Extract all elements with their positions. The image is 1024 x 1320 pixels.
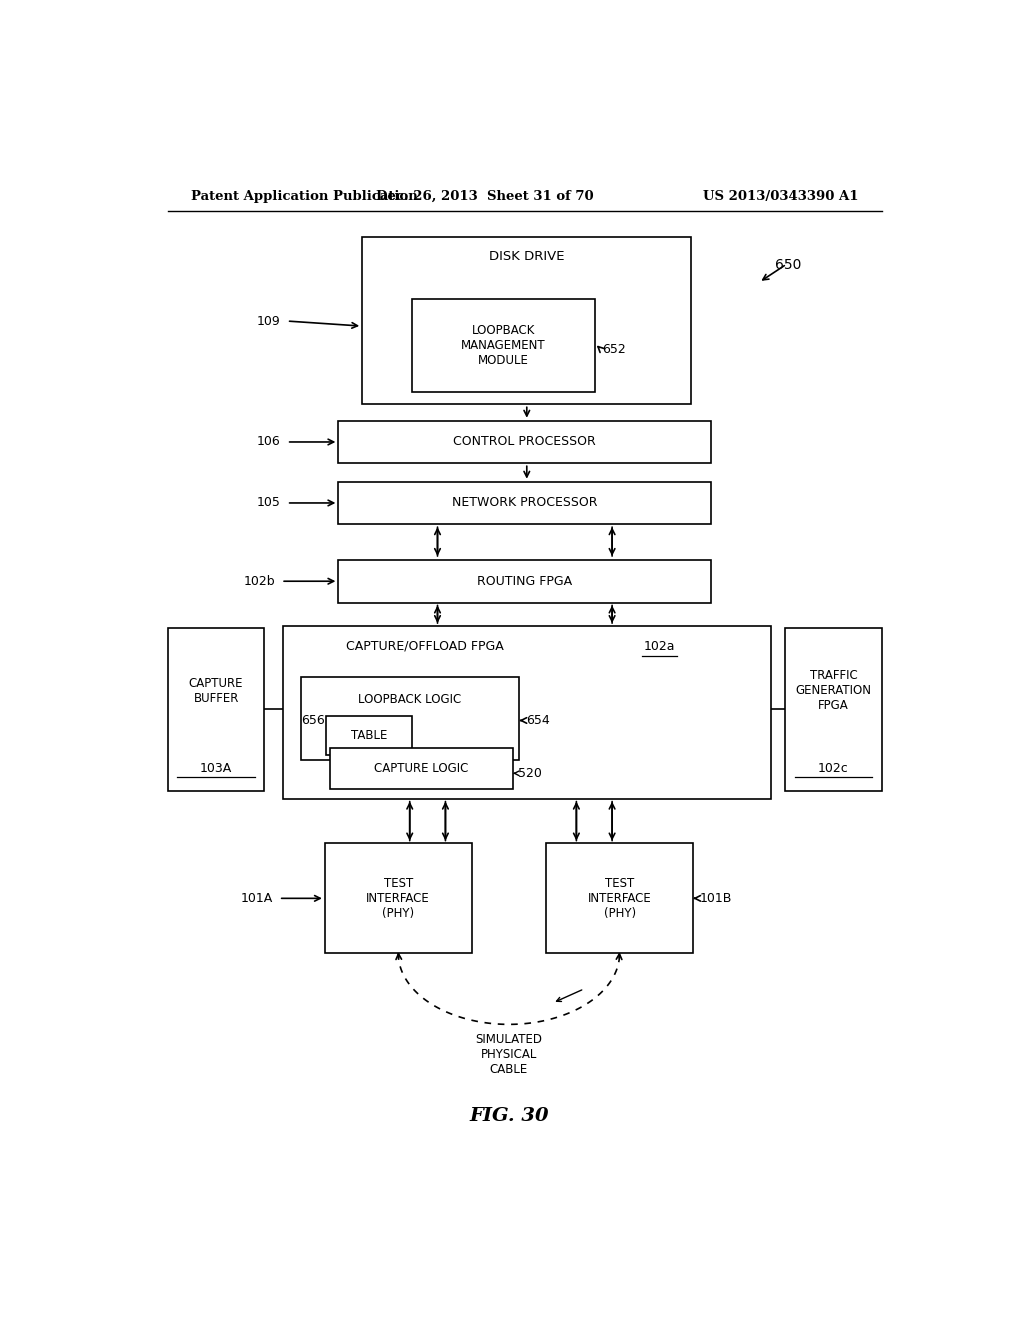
Text: 102b: 102b: [243, 574, 274, 587]
FancyBboxPatch shape: [785, 628, 882, 791]
FancyBboxPatch shape: [338, 560, 712, 602]
Text: 102a: 102a: [644, 640, 676, 653]
Text: SIMULATED
PHYSICAL
CABLE: SIMULATED PHYSICAL CABLE: [475, 1032, 543, 1076]
FancyBboxPatch shape: [331, 748, 513, 788]
Text: 106: 106: [257, 436, 281, 449]
Text: LOOPBACK
MANAGEMENT
MODULE: LOOPBACK MANAGEMENT MODULE: [461, 323, 546, 367]
Text: TRAFFIC
GENERATION
FPGA: TRAFFIC GENERATION FPGA: [796, 669, 871, 713]
FancyBboxPatch shape: [362, 236, 691, 404]
FancyBboxPatch shape: [168, 628, 264, 791]
Text: 656: 656: [301, 714, 325, 727]
FancyBboxPatch shape: [546, 843, 693, 953]
Text: 105: 105: [256, 496, 281, 510]
Text: TABLE: TABLE: [351, 729, 387, 742]
Text: 102c: 102c: [818, 762, 849, 775]
Text: 650: 650: [775, 259, 801, 272]
Text: CAPTURE
BUFFER: CAPTURE BUFFER: [188, 677, 244, 705]
Text: 652: 652: [602, 343, 626, 356]
FancyBboxPatch shape: [327, 717, 412, 755]
FancyBboxPatch shape: [338, 482, 712, 524]
Text: 109: 109: [257, 314, 281, 327]
Text: TEST
INTERFACE
(PHY): TEST INTERFACE (PHY): [588, 876, 651, 920]
Text: DISK DRIVE: DISK DRIVE: [489, 251, 564, 264]
Text: Dec. 26, 2013  Sheet 31 of 70: Dec. 26, 2013 Sheet 31 of 70: [376, 190, 594, 202]
Text: 103A: 103A: [200, 762, 232, 775]
Text: US 2013/0343390 A1: US 2013/0343390 A1: [702, 190, 858, 202]
FancyBboxPatch shape: [283, 626, 771, 799]
Text: 520: 520: [518, 767, 543, 780]
Text: 101B: 101B: [699, 892, 732, 904]
Text: CONTROL PROCESSOR: CONTROL PROCESSOR: [454, 436, 596, 449]
FancyBboxPatch shape: [412, 298, 595, 392]
Text: TEST
INTERFACE
(PHY): TEST INTERFACE (PHY): [367, 876, 430, 920]
Text: 101A: 101A: [241, 892, 272, 904]
Text: ROUTING FPGA: ROUTING FPGA: [477, 574, 572, 587]
FancyBboxPatch shape: [338, 421, 712, 463]
Text: FIG. 30: FIG. 30: [469, 1107, 549, 1125]
FancyBboxPatch shape: [325, 843, 472, 953]
FancyBboxPatch shape: [301, 677, 519, 760]
Text: Patent Application Publication: Patent Application Publication: [191, 190, 418, 202]
Text: 654: 654: [526, 714, 550, 727]
Text: CAPTURE LOGIC: CAPTURE LOGIC: [375, 762, 469, 775]
Text: CAPTURE/OFFLOAD FPGA: CAPTURE/OFFLOAD FPGA: [346, 640, 504, 653]
Text: NETWORK PROCESSOR: NETWORK PROCESSOR: [452, 496, 598, 510]
Text: LOOPBACK LOGIC: LOOPBACK LOGIC: [358, 693, 462, 706]
